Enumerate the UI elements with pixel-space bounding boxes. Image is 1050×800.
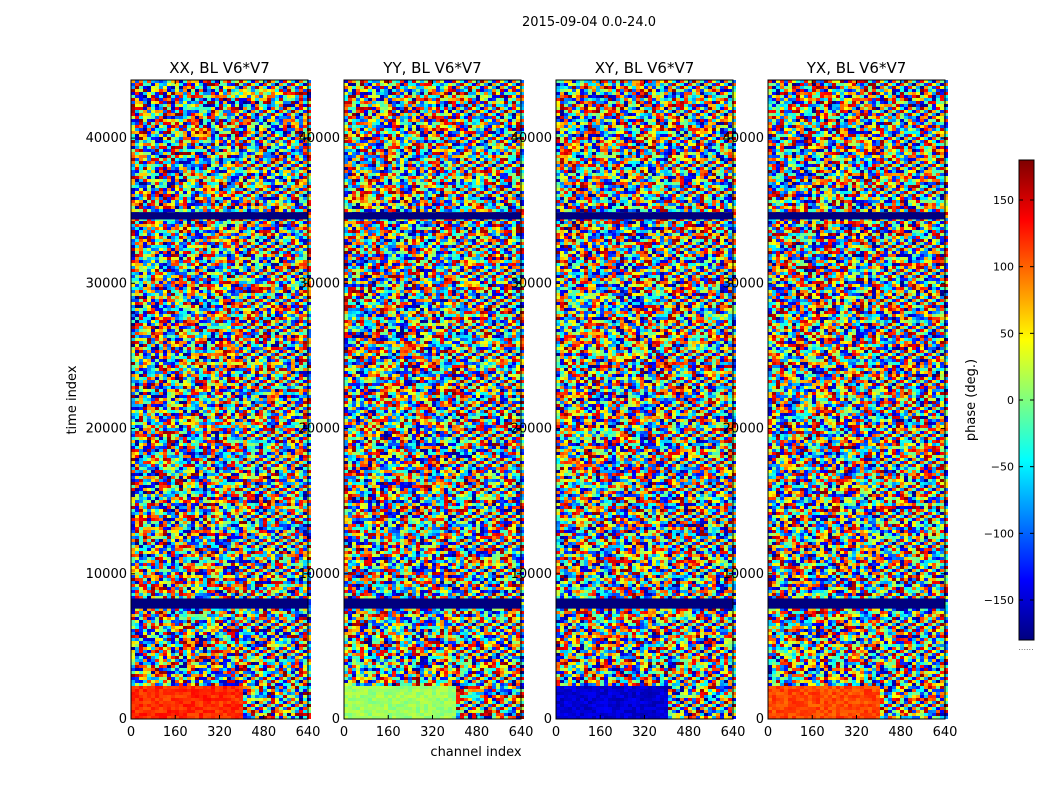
colorbar-tick-label: −100 bbox=[984, 527, 1014, 540]
figure-suptitle: 2015-09-04 0.0-24.0 bbox=[522, 15, 656, 30]
y-tick-label: 10000 bbox=[511, 567, 552, 582]
x-tick-label: 480 bbox=[676, 725, 701, 740]
colorbar-tick-label: 50 bbox=[1000, 327, 1014, 340]
flagged-band-2-1 bbox=[556, 212, 733, 220]
y-tick-label: 30000 bbox=[299, 276, 340, 291]
colorbar-tick-label: −150 bbox=[984, 594, 1014, 607]
phase-cells-0 bbox=[131, 80, 311, 719]
colorbar-tick-label: 150 bbox=[993, 194, 1014, 207]
x-tick-label: 640 bbox=[721, 725, 746, 740]
x-tick-label: 640 bbox=[296, 725, 321, 740]
y-tick-label: 20000 bbox=[86, 422, 127, 437]
panel-title-3: YX, BL V6*V7 bbox=[806, 59, 907, 77]
phase-cells-1 bbox=[344, 80, 524, 719]
y-tick-label: 40000 bbox=[299, 131, 340, 146]
colorbar-tick-label: −50 bbox=[991, 461, 1014, 474]
x-tick-label: 640 bbox=[509, 725, 534, 740]
panel-title-1: YY, BL V6*V7 bbox=[382, 59, 481, 77]
y-tick-label: 20000 bbox=[723, 422, 764, 437]
y-tick-label: 10000 bbox=[86, 567, 127, 582]
colorbar-tick-label: 100 bbox=[993, 261, 1014, 274]
colorbar: −150 −100 −50 0 50 100 150 phase (deg.) ...... bbox=[964, 159, 1035, 652]
x-tick-label: 480 bbox=[888, 725, 913, 740]
x-tick-label: 320 bbox=[844, 725, 869, 740]
y-tick-label: 0 bbox=[332, 712, 340, 727]
y-tick-label: 0 bbox=[756, 712, 764, 727]
y-tick-label: 30000 bbox=[723, 276, 764, 291]
x-tick-label: 0 bbox=[552, 725, 560, 740]
colorbar-ticks: −150 −100 −50 0 50 100 150 bbox=[984, 194, 1034, 607]
x-tick-label: 160 bbox=[376, 725, 401, 740]
x-tick-label: 640 bbox=[933, 725, 958, 740]
flagged-band-3-1 bbox=[768, 212, 945, 220]
panel-1: YY, BL V6*V7 0 160 320 480 640 0 10000 20000 3000… bbox=[299, 59, 534, 740]
x-tick-label: 320 bbox=[420, 725, 445, 740]
colorbar-footer: ...... bbox=[1018, 643, 1033, 652]
panel-title-0: XX, BL V6*V7 bbox=[169, 59, 270, 77]
flagged-band-1-0 bbox=[344, 598, 521, 609]
y-tick-label: 30000 bbox=[86, 276, 127, 291]
x-tick-label: 160 bbox=[800, 725, 825, 740]
y-tick-label: 30000 bbox=[511, 276, 552, 291]
x-axis-label: channel index bbox=[430, 745, 521, 760]
y-tick-label: 0 bbox=[119, 712, 127, 727]
y-tick-label: 20000 bbox=[511, 422, 552, 437]
phase-cells-2 bbox=[556, 80, 736, 719]
x-tick-label: 0 bbox=[764, 725, 772, 740]
y-tick-label: 40000 bbox=[723, 131, 764, 146]
x-tick-label: 160 bbox=[588, 725, 613, 740]
y-tick-label: 40000 bbox=[511, 131, 552, 146]
y-tick-label: 10000 bbox=[723, 567, 764, 582]
flagged-band-1-1 bbox=[344, 212, 521, 220]
flagged-band-0-1 bbox=[131, 212, 308, 220]
x-tick-label: 480 bbox=[251, 725, 276, 740]
y-tick-label: 20000 bbox=[299, 422, 340, 437]
phase-cells-3 bbox=[768, 80, 948, 719]
panels: XX, BL V6*V7 0 160 320 480 640 0 10000 20000 3000… bbox=[86, 59, 958, 740]
x-tick-label: 320 bbox=[207, 725, 232, 740]
panel-title-2: XY, BL V6*V7 bbox=[595, 59, 695, 77]
panel-2: XY, BL V6*V7 0 160 320 480 640 0 10000 20000 3000… bbox=[511, 59, 746, 740]
y-tick-label: 40000 bbox=[86, 131, 127, 146]
panel-3: YX, BL V6*V7 0 160 320 480 640 0 10000 20000 3000… bbox=[723, 59, 958, 740]
y-axis-label: time index bbox=[65, 365, 80, 434]
flagged-band-2-0 bbox=[556, 598, 733, 609]
x-tick-label: 0 bbox=[340, 725, 348, 740]
y-tick-label: 10000 bbox=[299, 567, 340, 582]
flagged-band-3-0 bbox=[768, 598, 945, 609]
flagged-band-0-0 bbox=[131, 598, 308, 609]
colorbar-label: phase (deg.) bbox=[964, 359, 979, 441]
y-tick-label: 0 bbox=[544, 712, 552, 727]
colorbar-tick-label: 0 bbox=[1007, 394, 1014, 407]
x-tick-label: 480 bbox=[464, 725, 489, 740]
panel-0: XX, BL V6*V7 0 160 320 480 640 0 10000 20000 3000… bbox=[86, 59, 321, 740]
x-tick-label: 160 bbox=[163, 725, 188, 740]
x-tick-label: 320 bbox=[632, 725, 657, 740]
x-tick-label: 0 bbox=[127, 725, 135, 740]
